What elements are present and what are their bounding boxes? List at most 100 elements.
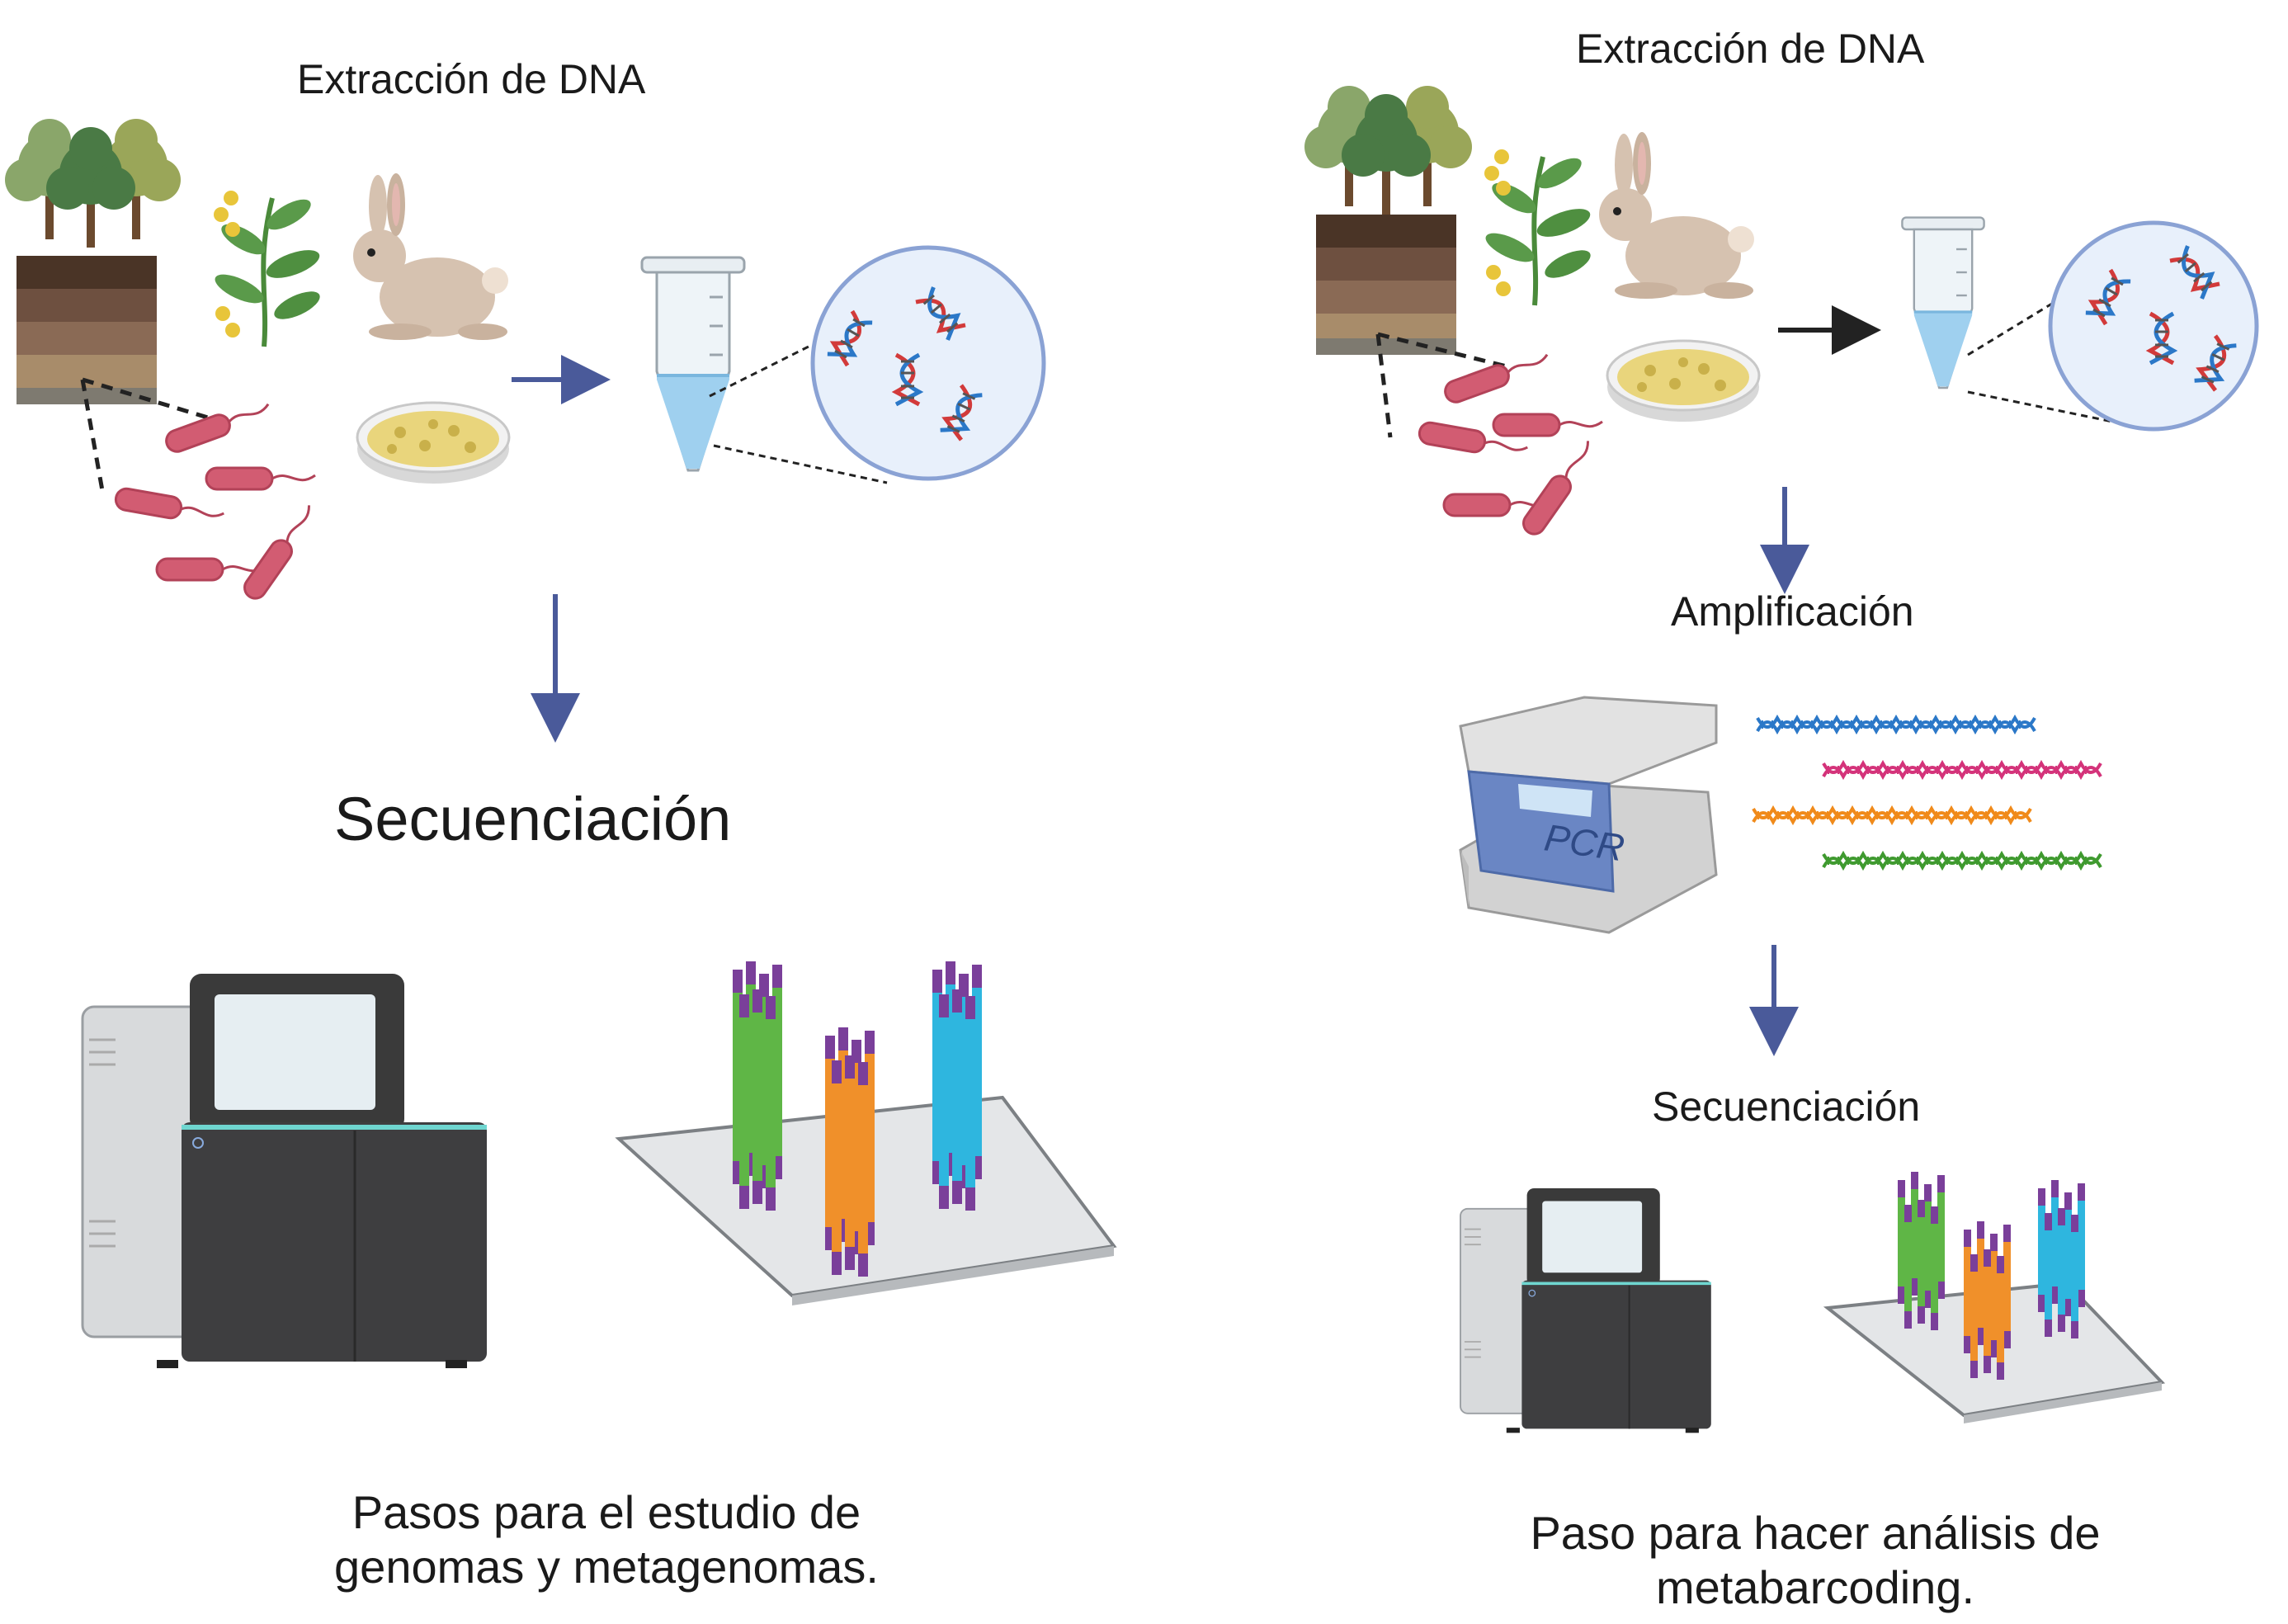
sequencing-read-bar <box>1911 1172 1918 1189</box>
sequencing-read-bar <box>766 1187 776 1211</box>
sequencing-read-bar <box>2003 1225 2011 1242</box>
left-extraction-title: Extracción de DNA <box>297 56 646 102</box>
sequencing-read-bar <box>832 1060 842 1083</box>
sequencing-read-bar <box>752 1013 762 1181</box>
sequencing-read-bar <box>952 1181 962 1204</box>
sequencing-read-bar <box>2045 1213 2052 1230</box>
sequencing-read-bar <box>1918 1306 1925 1324</box>
sequencing-read-bar <box>2071 1321 2078 1338</box>
sequencing-read-bar <box>2051 1197 2059 1286</box>
sequencing-read-bar <box>1984 1249 1991 1267</box>
sequencing-read-bar <box>746 961 756 984</box>
pcr-machine-icon: PCR <box>1459 696 1718 934</box>
sequencing-read-bar <box>2058 1208 2065 1225</box>
sequencing-read-bar <box>1904 1205 1912 1222</box>
sequencing-read-bar <box>939 1186 949 1209</box>
sequencer-icon <box>83 974 487 1368</box>
sequencing-read-bar <box>965 1187 975 1211</box>
sequencing-read-bar <box>825 1036 835 1059</box>
sequencing-read-bar <box>2003 1331 2011 1348</box>
sequencing-read-bar <box>939 1017 949 1186</box>
sequencing-read-bar <box>1924 1184 1932 1201</box>
sequencing-read-bar <box>845 1055 855 1079</box>
sequencing-read-bar <box>2071 1215 2078 1232</box>
trees-icon <box>1304 86 1472 215</box>
sequencing-read-bar <box>832 1252 842 1275</box>
sequencing-read-bar <box>1997 1273 2004 1362</box>
sequencing-read-bar <box>2051 1286 2059 1304</box>
sequencing-read-bar <box>1964 1247 1971 1336</box>
sequencing-read-bar <box>1937 1192 1945 1282</box>
sequencing-read-bar <box>965 996 975 1019</box>
sequencing-read-bar <box>952 1013 962 1181</box>
sequencing-read-bar <box>2038 1295 2045 1312</box>
sequencing-read-bar <box>1924 1201 1932 1291</box>
bacteria-icon <box>112 395 322 604</box>
sequencing-read-bar <box>1931 1224 1938 1313</box>
dna-circle-icon <box>709 245 1046 484</box>
sequencing-read-bar <box>1918 1200 1925 1217</box>
sequencing-read-bar <box>1970 1272 1978 1361</box>
sequencing-read-bar <box>739 994 749 1017</box>
sequencing-read-bar <box>946 961 955 984</box>
sequencing-read-bar <box>1911 1278 1918 1296</box>
petri-dish-icon <box>1606 339 1761 423</box>
sequencing-read-bar <box>2064 1192 2072 1210</box>
plant-icon <box>1482 149 1594 305</box>
flow-cell-icon <box>615 961 1117 1305</box>
sequencing-read-bar <box>1977 1239 1984 1328</box>
sequencing-read-bar <box>1918 1217 1925 1306</box>
sequencing-read-bar <box>845 1247 855 1270</box>
sequencing-read-bar <box>1984 1356 1991 1373</box>
sequencing-read-bar <box>965 1019 975 1187</box>
sequencing-read-bar <box>1990 1234 1998 1251</box>
sequencing-read-bar <box>1977 1328 1984 1345</box>
sequencing-read-bar <box>838 1027 848 1050</box>
sequencing-read-bar <box>1904 1222 1912 1311</box>
sequencing-read-bar <box>1990 1340 1998 1357</box>
sequencer-icon <box>1459 1187 1713 1435</box>
sequencing-read-bar <box>1911 1189 1918 1278</box>
sequencing-read-bar <box>2038 1188 2045 1206</box>
petri-dish-icon <box>356 401 511 485</box>
sequencing-read-bar <box>952 989 962 1013</box>
sequencing-read-bar <box>1937 1175 1945 1192</box>
sequencing-read-bar <box>1997 1362 2004 1380</box>
sequencing-read-bar <box>1970 1254 1978 1272</box>
sequencing-read-bar <box>1937 1282 1945 1299</box>
sequencing-read-bar <box>1898 1197 1905 1286</box>
sequencing-read-bar <box>766 1019 776 1187</box>
sequencing-read-bar <box>766 996 776 1019</box>
sequencing-read-bar <box>832 1083 842 1252</box>
right-amplification-title: Amplificación <box>1671 588 1914 635</box>
left-caption: Pasos para el estudio de genomas y metag… <box>334 1486 879 1593</box>
sequencing-read-bar <box>2003 1242 2011 1331</box>
plant-icon <box>211 191 323 347</box>
trees-icon <box>5 119 181 248</box>
sequencing-read-bar <box>2038 1206 2045 1295</box>
sequencing-read-bar <box>858 1085 868 1253</box>
sequencing-read-bar <box>2078 1183 2085 1201</box>
sequencing-read-bar <box>1964 1230 1971 1247</box>
right-panel: PCR <box>1304 86 2259 1435</box>
left-sequencing-title: Secuenciación <box>334 785 732 853</box>
sequencing-read-bar <box>1898 1286 1905 1304</box>
sequencing-read-bar <box>845 1079 855 1247</box>
sequencing-read-bar <box>1904 1311 1912 1329</box>
dna-strand-icon <box>1752 714 2102 871</box>
sequencing-read-bar <box>932 970 942 993</box>
sequencing-read-bar <box>2058 1315 2065 1332</box>
sequencing-read-bar <box>1931 1313 1938 1330</box>
sequencing-read-bar <box>2058 1225 2065 1315</box>
sequencing-read-bar <box>858 1253 868 1277</box>
sequencing-read-bar <box>1924 1291 1932 1308</box>
right-sequencing-title: Secuenciación <box>1652 1083 1921 1130</box>
right-extraction-title: Extracción de DNA <box>1576 26 1925 72</box>
sequencing-read-bar <box>772 965 782 988</box>
bacteria-icon <box>1416 346 1604 540</box>
sequencing-read-bar <box>865 1031 875 1054</box>
sequencing-read-bar <box>2045 1320 2052 1337</box>
sequencing-read-bar <box>2078 1201 2085 1290</box>
left-panel <box>5 119 1117 1368</box>
dna-circle-icon <box>1967 220 2259 432</box>
